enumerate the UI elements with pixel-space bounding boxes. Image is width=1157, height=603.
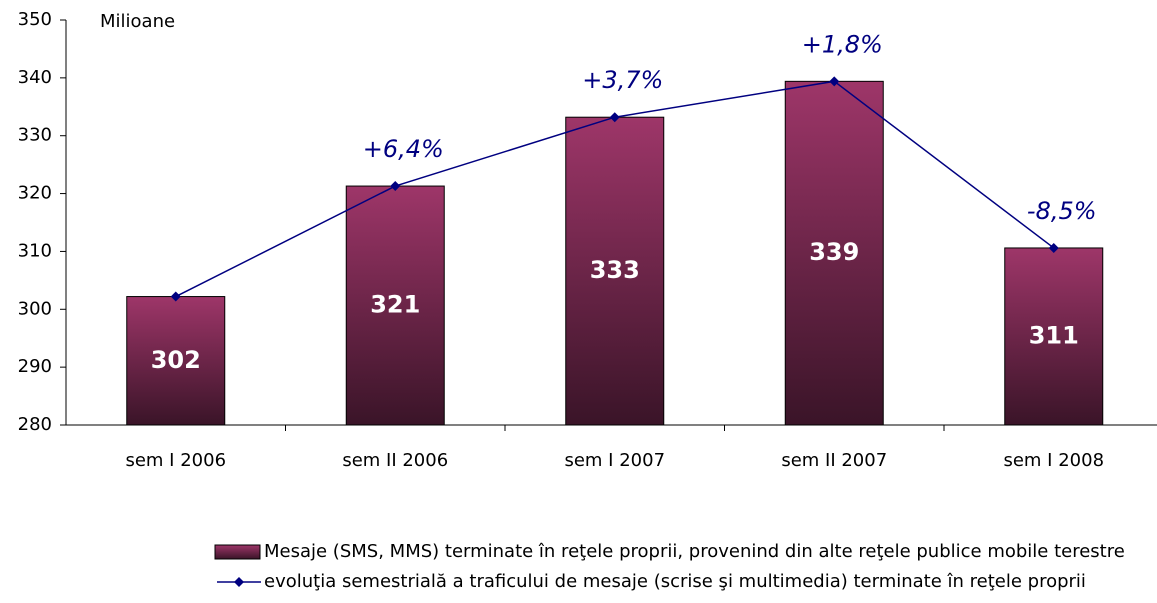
bar — [126, 296, 226, 426]
legend-label: evoluţia semestrială a traficului de mes… — [264, 571, 1086, 592]
legend-marker — [234, 577, 244, 587]
bar — [565, 116, 665, 426]
annotation: +3,7% — [582, 66, 663, 94]
line-marker — [1048, 242, 1059, 253]
y-tick-label: 300 — [18, 298, 52, 319]
x-tick-label: sem I 2008 — [1003, 450, 1104, 471]
bar-value-label: 339 — [809, 238, 859, 266]
line-marker — [170, 291, 181, 302]
line-marker — [829, 76, 840, 87]
bar-value-label: 311 — [1029, 321, 1079, 349]
line-marker — [609, 112, 620, 123]
annotation: +1,8% — [802, 30, 883, 58]
y-tick-label: 340 — [18, 67, 52, 88]
y-tick-label: 320 — [18, 183, 52, 204]
x-tick-label: sem II 2007 — [781, 450, 887, 471]
x-tick-label: sem I 2006 — [125, 450, 226, 471]
line-marker — [390, 181, 401, 192]
bar — [345, 185, 445, 426]
bar-value-label: 321 — [370, 291, 420, 319]
bar — [784, 80, 884, 426]
y-axis-label: Milioane — [100, 11, 175, 32]
annotation: +6,4% — [363, 135, 444, 163]
y-tick-label: 350 — [18, 9, 52, 30]
y-tick-label: 310 — [18, 240, 52, 261]
y-tick-label: 290 — [18, 356, 52, 377]
bar-value-label: 333 — [590, 256, 640, 284]
y-tick-label: 330 — [18, 125, 52, 146]
x-tick-label: sem I 2007 — [564, 450, 665, 471]
y-tick-label: 280 — [18, 414, 52, 435]
legend-swatch — [214, 544, 261, 560]
annotation: -8,5% — [1027, 197, 1097, 225]
bar-value-label: 302 — [151, 346, 201, 374]
bar — [1004, 247, 1104, 426]
legend-label: Mesaje (SMS, MMS) terminate în reţele pr… — [264, 541, 1125, 562]
x-tick-label: sem II 2006 — [342, 450, 448, 471]
